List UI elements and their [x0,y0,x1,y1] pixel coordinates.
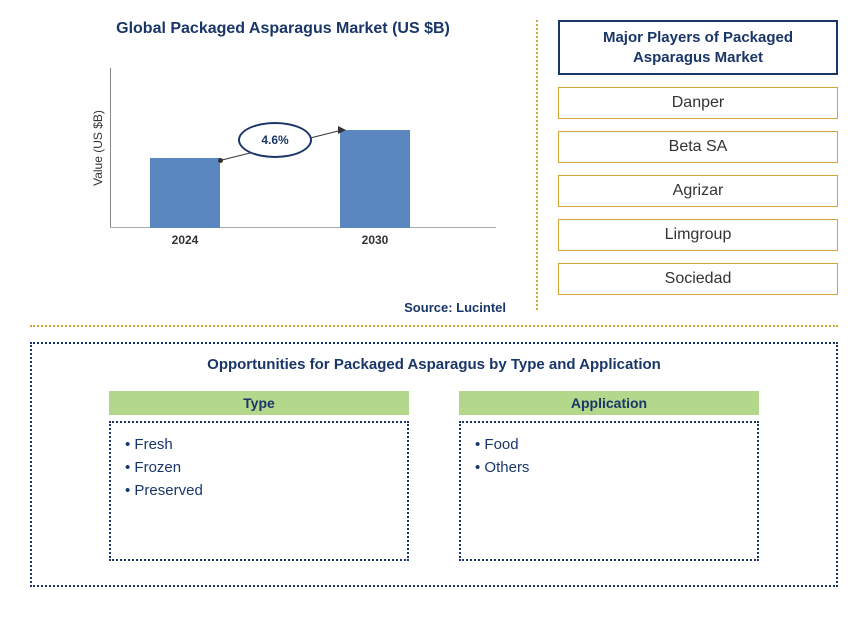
y-axis-label: Value (US $B) [91,110,105,186]
opportunity-item: • Fresh [125,433,393,456]
opportunity-item: • Frozen [125,456,393,479]
bar-2024 [150,158,220,228]
bar-2030 [340,130,410,228]
growth-rate-oval: 4.6% [238,122,312,158]
opportunities-title: Opportunities for Packaged Asparagus by … [62,356,806,373]
major-players-section: Major Players of Packaged Asparagus Mark… [538,10,838,320]
growth-arrow-head [338,126,346,134]
player-item: Danper [558,87,838,119]
growth-rate-label: 4.6% [261,133,288,147]
player-item: Beta SA [558,131,838,163]
chart-title: Global Packaged Asparagus Market (US $B) [50,20,516,38]
opportunity-column-header: Type [109,391,409,415]
top-row: Global Packaged Asparagus Market (US $B)… [30,10,838,320]
opportunity-column: Type • Fresh• Frozen• Preserved [109,391,409,561]
opportunities-box: Opportunities for Packaged Asparagus by … [30,342,838,587]
opportunity-column: Application • Food• Others [459,391,759,561]
opportunity-item: • Others [475,456,743,479]
bar-chart: Value (US $B) 20242030 4.6% [110,68,496,228]
player-item: Limgroup [558,219,838,251]
opportunity-item: • Food [475,433,743,456]
player-item: Agrizar [558,175,838,207]
opportunity-item: • Preserved [125,479,393,502]
opportunities-columns: Type • Fresh• Frozen• Preserved Applicatio… [62,391,806,561]
opportunity-items-box: • Fresh• Frozen• Preserved [109,421,409,561]
horizontal-divider [30,325,838,327]
source-label: Source: Lucintel [404,300,506,315]
x-label-2030: 2030 [340,233,410,247]
chart-section: Global Packaged Asparagus Market (US $B)… [30,10,536,320]
player-item: Sociedad [558,263,838,295]
major-players-header: Major Players of Packaged Asparagus Mark… [558,20,838,75]
opportunity-items-box: • Food• Others [459,421,759,561]
x-label-2024: 2024 [150,233,220,247]
y-axis-line [110,68,111,228]
opportunity-column-header: Application [459,391,759,415]
